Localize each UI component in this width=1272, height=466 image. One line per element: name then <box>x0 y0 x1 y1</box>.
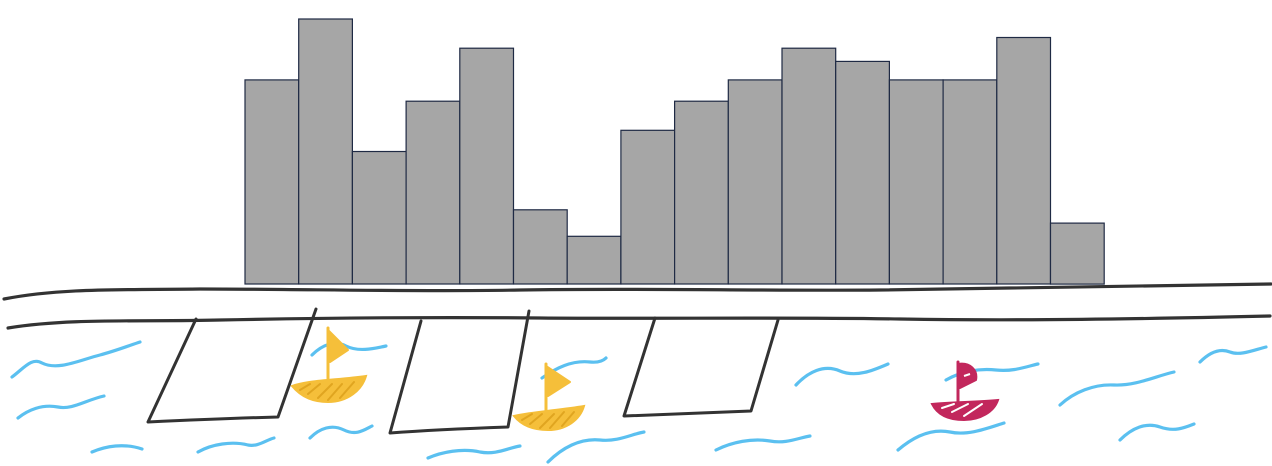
building <box>781 47 837 285</box>
wave <box>308 424 374 440</box>
building <box>996 36 1052 285</box>
wave <box>10 340 142 379</box>
building <box>244 79 300 285</box>
building <box>727 79 783 285</box>
wave <box>426 444 522 460</box>
building <box>620 129 676 285</box>
sailboat <box>512 362 586 432</box>
building <box>459 47 515 285</box>
wave <box>896 421 1006 452</box>
wave <box>16 394 106 420</box>
building <box>888 79 944 285</box>
water-waves <box>10 340 1268 464</box>
city-skyline <box>244 18 1105 285</box>
building <box>405 100 461 285</box>
building <box>351 150 407 285</box>
wave <box>546 430 646 464</box>
wave <box>90 444 144 454</box>
building <box>673 100 729 285</box>
building <box>512 209 568 285</box>
pier <box>146 307 318 424</box>
waterfront-road <box>2 282 1272 330</box>
road-top-edge <box>2 282 1272 301</box>
wave <box>310 341 388 357</box>
building <box>835 60 891 285</box>
wave <box>1198 345 1268 364</box>
building <box>566 235 622 285</box>
piers <box>146 307 780 435</box>
road-bottom-edge <box>6 314 1272 330</box>
pier <box>622 316 780 418</box>
sailboat <box>290 326 368 404</box>
building <box>298 18 354 285</box>
pier <box>388 309 531 435</box>
building <box>942 79 998 285</box>
wave <box>1058 370 1176 407</box>
building <box>1049 222 1105 285</box>
wave <box>1118 422 1196 442</box>
wave <box>714 434 812 452</box>
wave <box>540 356 608 380</box>
wave <box>794 362 890 387</box>
sailboat <box>930 360 1000 422</box>
wave <box>196 436 276 454</box>
